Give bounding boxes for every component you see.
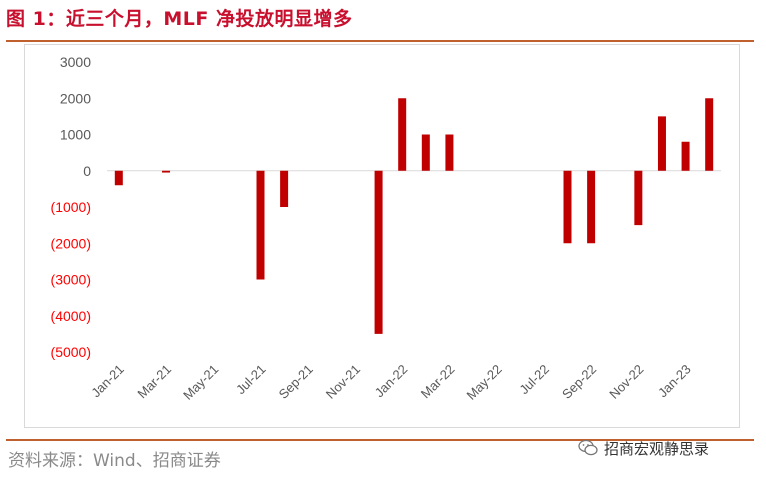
chart-title: 图 1：近三个月，MLF 净投放明显增多 <box>6 8 353 30</box>
y-tick-label: 1000 <box>60 127 91 143</box>
bar-chart: 3000 2000 1000 0 (1000) (2000) (3000) (4000) (50… <box>51 54 721 403</box>
x-tick-label: Nov-22 <box>606 362 646 402</box>
bar <box>256 170 265 280</box>
x-tick-label: Mar-21 <box>134 362 174 402</box>
y-tick-label: 3000 <box>60 54 91 70</box>
wechat-icon <box>578 439 598 456</box>
y-tick-label: 2000 <box>60 90 91 106</box>
x-tick-label: Jul-22 <box>516 362 552 398</box>
x-tick-label: May-21 <box>180 362 221 403</box>
y-tick-label: (2000) <box>51 235 91 251</box>
x-tick-label: Sep-21 <box>276 362 316 402</box>
source-note: 资料来源：Wind、招商证券 <box>8 451 221 471</box>
bar <box>563 170 572 244</box>
x-tick-label: Jan-23 <box>655 362 694 401</box>
chart-area: 3000 2000 1000 0 (1000) (2000) (3000) (4000) (50… <box>24 44 740 428</box>
bar <box>681 141 690 171</box>
bar <box>587 170 596 244</box>
bar <box>634 170 643 226</box>
y-tick-label: (3000) <box>51 272 91 288</box>
x-tick-label: May-22 <box>464 362 505 403</box>
y-tick-label: 0 <box>83 163 91 179</box>
x-tick-label: Mar-22 <box>418 362 458 402</box>
bar <box>162 170 171 173</box>
x-tick-label: Jan-22 <box>372 362 411 401</box>
y-tick-label: (4000) <box>51 308 91 324</box>
footer-divider <box>6 439 754 441</box>
bar <box>421 134 430 171</box>
title-divider <box>6 40 754 42</box>
bar <box>657 116 666 171</box>
bar <box>398 98 407 171</box>
bar <box>374 170 383 334</box>
y-tick-label: (1000) <box>51 199 91 215</box>
watermark-label: 招商宏观静思录 <box>604 439 710 458</box>
watermark: 招商宏观静思录 <box>578 434 709 462</box>
bar <box>280 170 289 207</box>
bar <box>445 134 454 171</box>
x-tick-label: Jul-21 <box>233 362 269 398</box>
bar <box>705 98 714 171</box>
x-tick-label: Sep-22 <box>559 362 599 402</box>
x-tick-label: Nov-21 <box>323 362 363 402</box>
y-tick-label: (5000) <box>51 344 91 360</box>
x-tick-label: Jan-21 <box>88 362 127 401</box>
bar <box>114 170 123 186</box>
